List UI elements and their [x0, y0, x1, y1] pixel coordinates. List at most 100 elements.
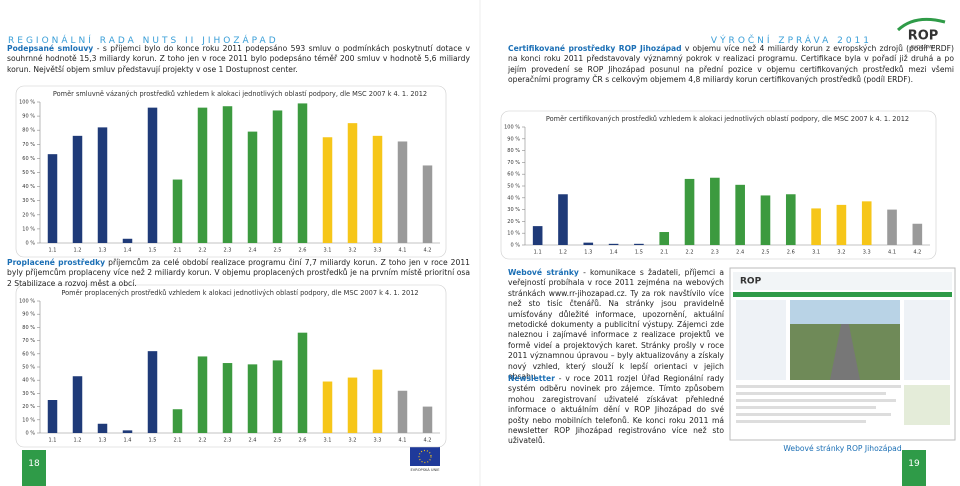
chart-frame [15, 85, 447, 258]
bar [811, 208, 821, 245]
text: v objemu více než 4 miliardy korun z evr… [508, 44, 954, 85]
bar [422, 165, 433, 243]
bar [47, 154, 58, 243]
text: - komunikace s žadateli, příjemci a veře… [508, 268, 725, 382]
x-tick-label: 2.2 [686, 250, 694, 256]
x-tick-label: 2.2 [199, 438, 207, 444]
bar [122, 238, 133, 243]
bar [710, 177, 720, 245]
bar [785, 194, 796, 245]
chart-title: Poměr smluvně vázaných prostředků vzhled… [53, 90, 427, 98]
x-tick-label: 1.1 [534, 250, 542, 256]
svg-text:ROP: ROP [740, 277, 762, 287]
paragraph: Proplacené prostředky příjemcům za celé … [7, 258, 470, 289]
bar [197, 356, 208, 433]
bar [47, 400, 58, 433]
bar [272, 110, 283, 244]
x-tick-label: 2.1 [174, 438, 182, 444]
x-tick-label: 2.6 [299, 248, 307, 254]
y-tick-label: 70 % [22, 142, 35, 148]
text: - s příjemci bylo do konce roku 2011 pod… [7, 44, 470, 74]
x-tick-label: 1.4 [124, 248, 132, 254]
x-tick-label: 1.2 [74, 248, 82, 254]
x-tick-label: 1.2 [559, 250, 567, 256]
x-tick-label: 3.2 [349, 248, 357, 254]
x-tick-label: 1.1 [49, 438, 57, 444]
y-tick-label: 100 % [504, 125, 520, 131]
x-tick-label: 3.1 [812, 250, 820, 256]
x-tick-label: 4.1 [399, 248, 407, 254]
lead: Newsletter [508, 374, 555, 383]
logo: ROP JIHOZÁPAD [896, 17, 946, 51]
x-tick-label: 3.2 [349, 438, 357, 444]
bar [122, 430, 133, 433]
bar [297, 103, 308, 243]
lead: Webové stránky [508, 268, 579, 277]
y-tick-label: 30 % [22, 198, 35, 204]
y-tick-label: 40 % [507, 195, 520, 201]
bar [397, 141, 408, 243]
bar [887, 209, 897, 245]
bar [222, 363, 233, 433]
bar [247, 364, 258, 433]
x-tick-label: 2.4 [249, 438, 257, 444]
x-tick-label: 3.3 [374, 248, 382, 254]
y-tick-label: 0 % [25, 431, 35, 437]
y-tick-label: 20 % [22, 212, 35, 218]
eu-logo: EVROPSKÁ UNIE [410, 447, 440, 472]
figure-caption: Webové stránky ROP Jihozápad [783, 444, 902, 453]
bar [347, 377, 358, 433]
bar [97, 423, 108, 433]
y-tick-label: 90 % [22, 312, 35, 318]
y-tick-label: 10 % [22, 226, 35, 232]
y-tick-label: 0 % [510, 243, 520, 249]
bar [608, 243, 619, 245]
y-tick-label: 100 % [19, 299, 35, 305]
y-tick-label: 10 % [22, 417, 35, 423]
page-number: 19 [902, 450, 926, 486]
header-right: VÝROČNÍ ZPRÁVA 2011 [710, 36, 872, 46]
y-tick-label: 60 % [507, 172, 520, 178]
bar [247, 131, 258, 243]
paragraph: Podepsané smlouvy - s příjemci bylo do k… [7, 44, 470, 75]
bar [322, 381, 333, 433]
bar [347, 123, 358, 243]
lead: Podepsané smlouvy [7, 44, 94, 53]
y-tick-label: 90 % [22, 114, 35, 120]
chart-frame [500, 110, 937, 260]
bar [72, 376, 83, 433]
x-tick-label: 2.5 [274, 438, 282, 444]
chart-title: Poměr proplacených prostředků vzhledem k… [61, 289, 418, 297]
bar [147, 107, 158, 243]
bar [684, 178, 695, 245]
text: - v roce 2011 rozjel Úřad Regionální rad… [508, 374, 724, 446]
bar [172, 179, 183, 243]
x-tick-label: 3.3 [863, 250, 871, 256]
bar [197, 107, 208, 243]
bar [372, 369, 383, 433]
x-tick-label: 1.5 [635, 250, 643, 256]
x-tick-label: 3.3 [374, 438, 382, 444]
x-tick-label: 2.5 [274, 248, 282, 254]
y-tick-label: 70 % [22, 338, 35, 344]
bar [558, 194, 568, 245]
y-tick-label: 30 % [22, 391, 35, 397]
chart-title: Poměr certifikovaných prostředků vzhlede… [546, 115, 909, 123]
y-tick-label: 80 % [507, 148, 520, 154]
bar [297, 332, 308, 433]
x-tick-label: 1.5 [149, 438, 157, 444]
logo-subtitle: JIHOZÁPAD [910, 44, 936, 51]
x-tick-label: 3.1 [324, 248, 332, 254]
x-tick-label: 4.2 [913, 250, 921, 256]
bar [583, 242, 594, 245]
bar [397, 390, 408, 433]
x-tick-label: 2.6 [787, 250, 795, 256]
y-tick-label: 100 % [19, 100, 35, 106]
y-tick-label: 50 % [22, 170, 35, 176]
y-tick-label: 60 % [22, 351, 35, 357]
bar [72, 135, 83, 243]
lead: Proplacené prostředky [7, 258, 106, 267]
x-tick-label: 1.4 [124, 438, 132, 444]
y-tick-label: 40 % [22, 378, 35, 384]
